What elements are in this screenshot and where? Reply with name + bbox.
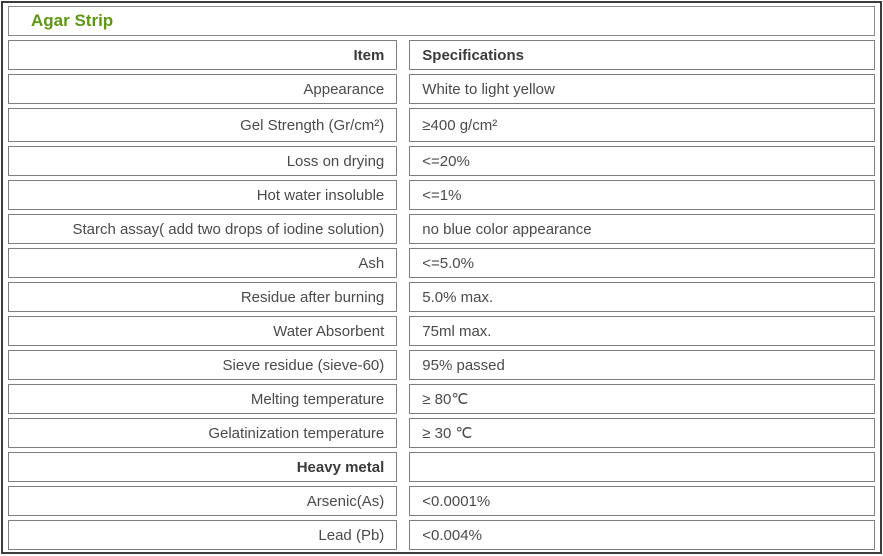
- table-row: Hot water insoluble <=1%: [8, 180, 875, 210]
- item-cell: Sieve residue (sieve-60): [8, 350, 398, 380]
- table-row: Gelatinization temperature ≥ 30 ℃: [8, 418, 875, 448]
- column-header-item: Item: [8, 40, 398, 70]
- spec-cell: ≥400 g/cm²: [409, 108, 875, 142]
- table-row: Starch assay( add two drops of iodine so…: [8, 214, 875, 244]
- page-title: Agar Strip: [31, 11, 114, 30]
- table-row: Appearance White to light yellow: [8, 74, 875, 104]
- spec-cell: ≥ 30 ℃: [409, 418, 875, 448]
- item-cell: Arsenic(As): [8, 486, 398, 516]
- item-cell: Heavy metal: [8, 452, 398, 482]
- spec-cell: [409, 452, 875, 482]
- spec-cell: <=5.0%: [409, 248, 875, 278]
- table-row: Loss on drying <=20%: [8, 146, 875, 176]
- spec-cell: no blue color appearance: [409, 214, 875, 244]
- table-row: Water Absorbent 75ml max.: [8, 316, 875, 346]
- table-row: Gel Strength (Gr/cm²) ≥400 g/cm²: [8, 108, 875, 142]
- item-cell: Starch assay( add two drops of iodine so…: [8, 214, 398, 244]
- spec-cell: 5.0% max.: [409, 282, 875, 312]
- spec-cell: ≥ 80℃: [409, 384, 875, 414]
- spec-cell: <=1%: [409, 180, 875, 210]
- item-cell: Gelatinization temperature: [8, 418, 398, 448]
- table-row-heavy-metal-section: Heavy metal: [8, 452, 875, 482]
- table-row: Residue after burning 5.0% max.: [8, 282, 875, 312]
- table-row: Ash <=5.0%: [8, 248, 875, 278]
- item-cell: Loss on drying: [8, 146, 398, 176]
- spec-cell: 75ml max.: [409, 316, 875, 346]
- item-cell: Gel Strength (Gr/cm²): [8, 108, 398, 142]
- table-row: Arsenic(As) <0.0001%: [8, 486, 875, 516]
- item-cell: Ash: [8, 248, 398, 278]
- item-cell: Lead (Pb): [8, 520, 398, 550]
- spec-cell: 95% passed: [409, 350, 875, 380]
- title-bar: Agar Strip: [8, 6, 875, 36]
- table-row: Sieve residue (sieve-60) 95% passed: [8, 350, 875, 380]
- spec-cell: <0.0001%: [409, 486, 875, 516]
- table-row: Melting temperature ≥ 80℃: [8, 384, 875, 414]
- spec-cell: <=20%: [409, 146, 875, 176]
- table-row: Lead (Pb) <0.004%: [8, 520, 875, 550]
- item-cell: Appearance: [8, 74, 398, 104]
- item-cell: Hot water insoluble: [8, 180, 398, 210]
- item-cell: Melting temperature: [8, 384, 398, 414]
- item-cell: Water Absorbent: [8, 316, 398, 346]
- column-header-specifications: Specifications: [409, 40, 875, 70]
- item-cell: Residue after burning: [8, 282, 398, 312]
- table-header-row: Item Specifications: [8, 40, 875, 70]
- spec-cell: <0.004%: [409, 520, 875, 550]
- spec-cell: White to light yellow: [409, 74, 875, 104]
